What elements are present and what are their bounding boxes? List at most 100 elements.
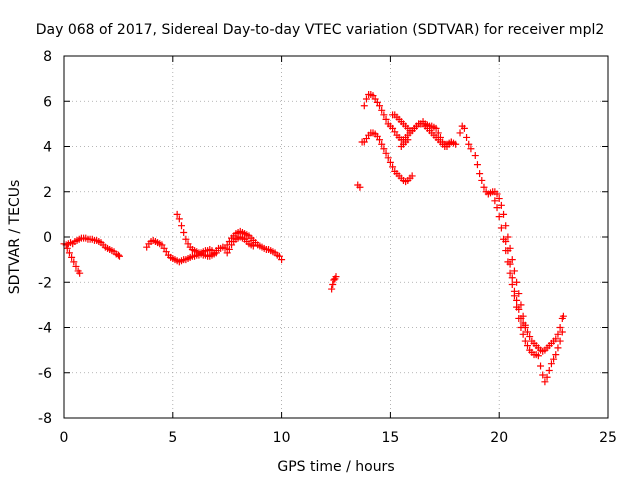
data-point bbox=[495, 213, 503, 221]
y-axis-label: SDTVAR / TECUs bbox=[7, 180, 23, 295]
data-point bbox=[510, 287, 518, 295]
data-point bbox=[460, 124, 468, 132]
x-tick-labels: 0 5 10 15 20 25 bbox=[60, 430, 617, 446]
data-point bbox=[517, 314, 525, 322]
data-point bbox=[502, 222, 510, 230]
grid bbox=[64, 56, 608, 418]
data-point bbox=[378, 106, 386, 114]
data-point bbox=[521, 324, 529, 331]
data-point bbox=[559, 312, 567, 320]
data-point bbox=[541, 378, 549, 386]
data-point bbox=[523, 342, 531, 350]
data-point bbox=[465, 140, 473, 148]
data-point bbox=[384, 154, 392, 162]
data-point bbox=[493, 190, 501, 198]
data-point bbox=[180, 228, 188, 236]
data-point bbox=[408, 172, 416, 180]
data-point bbox=[182, 235, 190, 243]
data-point bbox=[550, 355, 558, 363]
y-tick-label: -4 bbox=[38, 321, 52, 337]
y-tick-label: 8 bbox=[43, 49, 52, 65]
data-point bbox=[556, 337, 564, 345]
data-point bbox=[278, 256, 286, 264]
data-point bbox=[434, 129, 442, 137]
data-point bbox=[552, 351, 560, 359]
data-point bbox=[493, 204, 501, 212]
data-point bbox=[506, 269, 514, 277]
data-point bbox=[380, 145, 388, 153]
data-point bbox=[173, 210, 181, 218]
data-point bbox=[382, 115, 390, 123]
data-point bbox=[502, 238, 510, 246]
x-tick-label: 15 bbox=[381, 430, 399, 446]
data-point bbox=[497, 201, 505, 209]
plot-frame bbox=[63, 55, 609, 419]
data-point bbox=[249, 242, 257, 250]
data-point bbox=[329, 281, 337, 289]
data-point bbox=[356, 183, 364, 191]
data-point bbox=[478, 176, 486, 184]
y-tick-label: 0 bbox=[43, 230, 52, 246]
data-point bbox=[508, 274, 516, 282]
data-point bbox=[175, 215, 183, 223]
data-point bbox=[554, 330, 562, 338]
data-point bbox=[508, 281, 516, 289]
data-point bbox=[376, 102, 384, 110]
x-tick-label: 25 bbox=[599, 430, 617, 446]
data-point bbox=[495, 195, 503, 203]
data-point bbox=[76, 269, 84, 277]
y-tick-label: -6 bbox=[38, 366, 52, 382]
x-axis-label: GPS time / hours bbox=[277, 459, 394, 475]
data-point bbox=[114, 251, 122, 259]
y-tick-label: -2 bbox=[38, 275, 52, 291]
data-point bbox=[378, 140, 386, 148]
data-point bbox=[360, 102, 368, 110]
data-point bbox=[362, 95, 370, 103]
x-tick-label: 5 bbox=[168, 430, 177, 446]
data-point bbox=[404, 136, 412, 144]
data-point bbox=[382, 149, 390, 157]
data-point bbox=[463, 133, 471, 141]
data-point bbox=[554, 344, 562, 352]
data-point bbox=[452, 140, 460, 148]
data-point bbox=[552, 335, 560, 343]
data-point bbox=[519, 319, 527, 327]
data-point bbox=[386, 158, 394, 166]
data-point bbox=[436, 133, 444, 141]
data-point bbox=[497, 224, 505, 232]
data-point bbox=[491, 197, 499, 205]
data-point bbox=[480, 183, 488, 191]
data-point bbox=[63, 244, 71, 252]
data-point bbox=[506, 260, 514, 268]
data-point bbox=[515, 290, 523, 298]
data-point bbox=[556, 324, 564, 331]
data-point bbox=[523, 328, 531, 336]
data-point bbox=[526, 333, 534, 341]
y-tick-label: 4 bbox=[43, 140, 52, 156]
chart-title: Day 068 of 2017, Sidereal Day-to-day VTE… bbox=[36, 22, 605, 38]
data-point bbox=[504, 247, 512, 255]
data-point bbox=[508, 256, 516, 264]
data-point bbox=[432, 124, 440, 132]
data-point bbox=[70, 258, 78, 266]
data-point bbox=[537, 362, 545, 370]
data-point bbox=[504, 233, 512, 241]
data-point bbox=[515, 305, 523, 313]
data-point bbox=[72, 262, 80, 270]
data-point bbox=[545, 366, 553, 374]
data-point bbox=[389, 163, 397, 171]
data-point bbox=[471, 152, 479, 160]
data-point bbox=[473, 161, 481, 169]
y-tick-label: 2 bbox=[43, 185, 52, 201]
y-tick-labels: -8 -6 -4 -2 0 2 4 6 8 bbox=[38, 49, 52, 427]
data-point bbox=[68, 253, 76, 261]
data-point bbox=[328, 285, 336, 293]
data-point bbox=[543, 373, 551, 381]
x-tick-label: 0 bbox=[60, 430, 69, 446]
data-point bbox=[115, 252, 123, 260]
data-point bbox=[513, 296, 521, 304]
y-tick-label: 6 bbox=[43, 94, 52, 110]
data-point bbox=[534, 352, 542, 360]
data-point bbox=[539, 371, 547, 379]
